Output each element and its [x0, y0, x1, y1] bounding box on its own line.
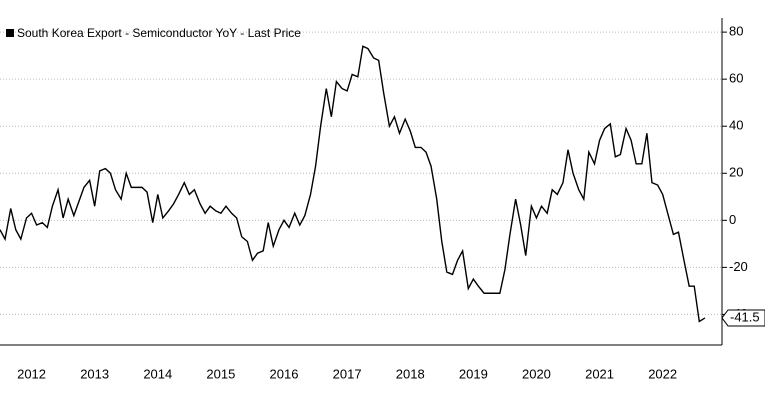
x-tick-label: 2015	[206, 366, 235, 381]
y-tick-label: 60	[729, 71, 743, 86]
x-tick-label: 2014	[143, 366, 172, 381]
line	[0, 45, 706, 323]
y-tick-label: 20	[729, 165, 743, 180]
x-tick-label: 2016	[270, 366, 299, 381]
x-tick-label: 2012	[17, 366, 46, 381]
y-tick-label: 40	[729, 118, 743, 133]
last-value-box	[721, 309, 765, 327]
y-tick-label: 0	[729, 212, 736, 227]
x-tick-label: 2013	[80, 366, 109, 381]
legend-swatch	[6, 29, 14, 37]
y-tick-label: 80	[729, 24, 743, 39]
legend-label: South Korea Export - Semiconductor YoY -…	[17, 26, 301, 40]
x-tick-label: 2018	[396, 366, 425, 381]
last-value-label: -41.5	[730, 309, 760, 324]
x-tick-label: 2022	[648, 366, 677, 381]
x-tick-label: 2019	[459, 366, 488, 381]
y-tick-label: -20	[729, 259, 748, 274]
x-tick-label: 2017	[333, 366, 362, 381]
x-tick-label: 2021	[585, 366, 614, 381]
x-tick-label: 2020	[522, 366, 551, 381]
